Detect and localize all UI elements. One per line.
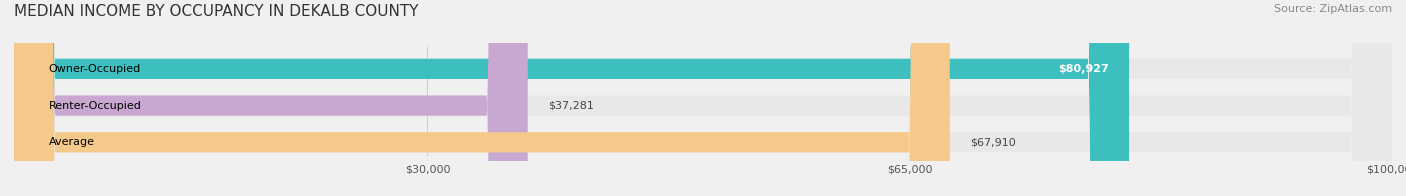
- Text: $67,910: $67,910: [970, 137, 1017, 147]
- FancyBboxPatch shape: [14, 0, 1129, 196]
- Text: MEDIAN INCOME BY OCCUPANCY IN DEKALB COUNTY: MEDIAN INCOME BY OCCUPANCY IN DEKALB COU…: [14, 4, 419, 19]
- Text: $80,927: $80,927: [1057, 64, 1108, 74]
- FancyBboxPatch shape: [14, 0, 1392, 196]
- FancyBboxPatch shape: [14, 0, 1392, 196]
- Text: Source: ZipAtlas.com: Source: ZipAtlas.com: [1274, 4, 1392, 14]
- FancyBboxPatch shape: [14, 0, 527, 196]
- FancyBboxPatch shape: [14, 0, 1392, 196]
- Text: Owner-Occupied: Owner-Occupied: [48, 64, 141, 74]
- Text: Renter-Occupied: Renter-Occupied: [48, 101, 142, 111]
- Text: $37,281: $37,281: [548, 101, 595, 111]
- FancyBboxPatch shape: [14, 0, 950, 196]
- Text: Average: Average: [48, 137, 94, 147]
